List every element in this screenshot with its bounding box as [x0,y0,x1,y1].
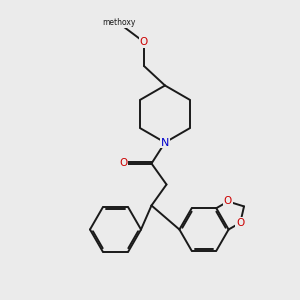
Text: O: O [236,218,244,228]
Text: O: O [140,37,148,47]
Text: O: O [119,158,127,169]
Text: methoxy: methoxy [102,18,135,27]
Text: N: N [161,137,169,148]
Text: O: O [224,196,232,206]
